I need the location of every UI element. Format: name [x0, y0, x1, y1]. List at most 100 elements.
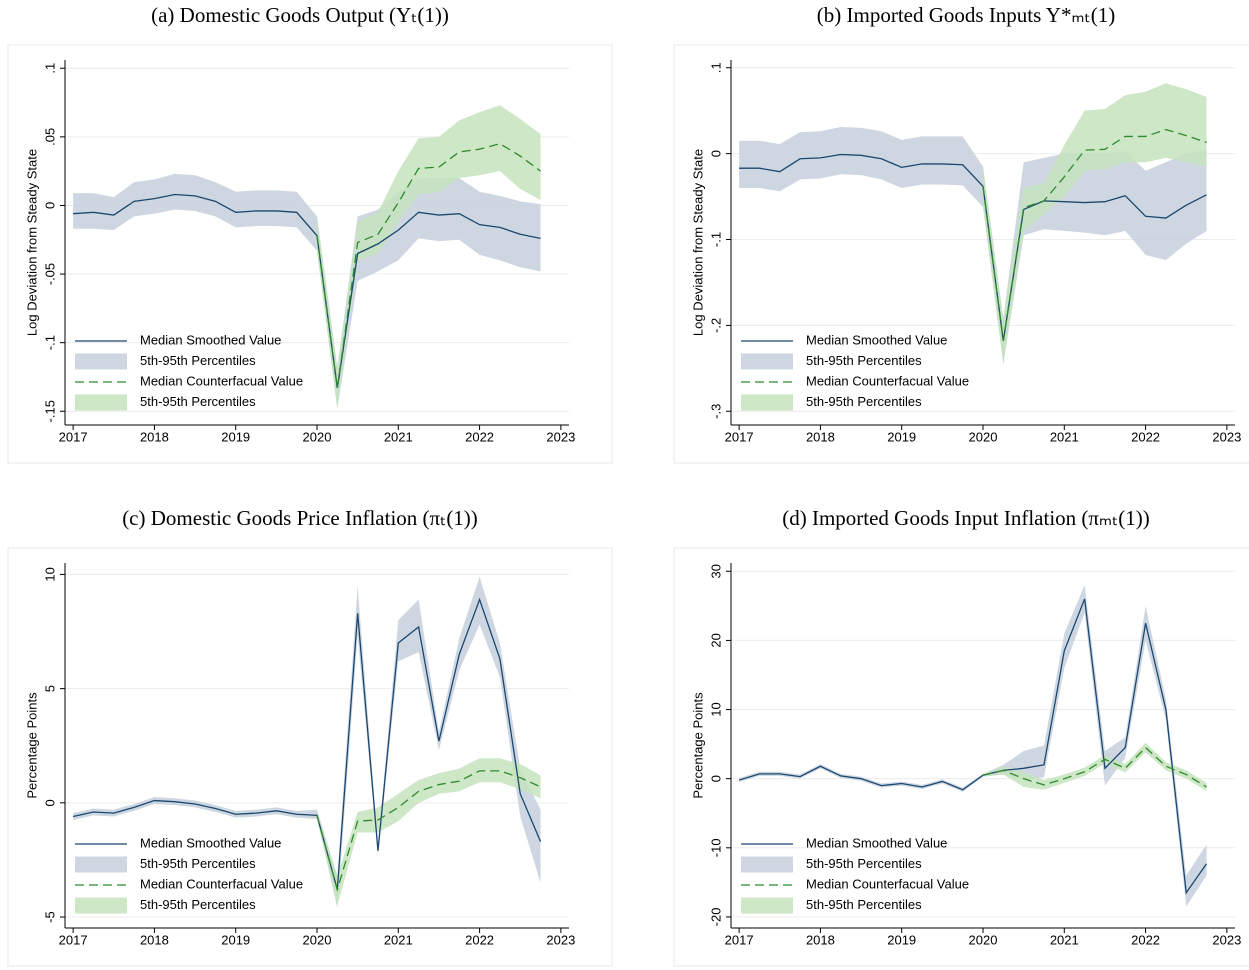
y-axis-title: Percentage Points	[690, 692, 705, 799]
x-tick-label: 2021	[1050, 932, 1079, 947]
panel: (a) Domestic Goods Output (Yₜ(1)) Log Dev…	[7, 3, 613, 464]
percentile-band	[739, 126, 1207, 365]
legend-swatch	[75, 394, 127, 411]
legend-label: Median Counterfacual Value	[806, 373, 969, 388]
y-tick-label: .05	[42, 128, 57, 146]
y-tick-label: -20	[708, 908, 723, 927]
legend-label: Median Counterfacual Value	[806, 876, 969, 891]
plot-region	[7, 547, 613, 967]
x-tick-label: 2023	[1212, 429, 1241, 444]
panel-title: (c) Domestic Goods Price Inflation (πₜ(1…	[122, 506, 478, 530]
x-tick-label: 2023	[1212, 932, 1241, 947]
legend-swatch	[75, 897, 127, 914]
x-tick-label: 2021	[1050, 429, 1079, 444]
x-tick-label: 2023	[546, 932, 575, 947]
x-tick-label: 2017	[59, 429, 88, 444]
x-tick-label: 2022	[1131, 429, 1160, 444]
y-tick-label: .1	[708, 62, 723, 73]
series-line	[316, 143, 541, 389]
legend-swatch	[741, 856, 793, 873]
legend-label: 5th-95th Percentiles	[140, 353, 256, 368]
y-tick-label: 0	[42, 799, 57, 806]
y-tick-label: 10	[42, 567, 57, 581]
y-tick-label: -.05	[42, 263, 57, 285]
x-tick-label: 2021	[384, 429, 413, 444]
panel-title: (b) Imported Goods Inputs Y*ₘₜ(1)	[817, 3, 1115, 27]
legend-label: 5th-95th Percentiles	[806, 353, 922, 368]
legend-swatch	[741, 897, 793, 914]
series-line	[982, 746, 1207, 788]
legend-label: Median Counterfacual Value	[140, 373, 303, 388]
x-tick-label: 2023	[546, 429, 575, 444]
y-tick-label: -.15	[42, 400, 57, 422]
y-axis-title: Percentage Points	[24, 692, 39, 799]
series-line	[739, 153, 1207, 341]
legend-label: Median Smoothed Value	[806, 332, 947, 347]
percentile-band	[739, 585, 1207, 907]
y-tick-label: 30	[708, 564, 723, 578]
legend-label: 5th-95th Percentiles	[140, 856, 256, 871]
series-line	[316, 770, 541, 892]
legend-label: 5th-95th Percentiles	[140, 394, 256, 409]
y-tick-label: -5	[42, 911, 57, 923]
legend-label: Median Smoothed Value	[140, 835, 281, 850]
x-tick-label: 2018	[140, 932, 169, 947]
legend-label: 5th-95th Percentiles	[140, 897, 256, 912]
x-tick-label: 2017	[59, 932, 88, 947]
y-axis-title: Log Deviation from Steady State	[690, 149, 705, 336]
x-tick-label: 2017	[725, 932, 754, 947]
percentile-band	[983, 83, 1207, 365]
y-axis-title: Log Deviation from Steady State	[24, 149, 39, 336]
percentile-band	[73, 173, 541, 409]
panel: (d) Imported Goods Input Inflation (πₘₜ(…	[673, 506, 1249, 967]
x-tick-label: 2018	[806, 932, 835, 947]
x-tick-label: 2022	[1131, 932, 1160, 947]
legend-label: 5th-95th Percentiles	[806, 394, 922, 409]
series-line	[982, 128, 1207, 341]
x-tick-label: 2022	[465, 932, 494, 947]
y-tick-label: 5	[42, 685, 57, 692]
x-tick-label: 2018	[806, 429, 835, 444]
panel-title: (d) Imported Goods Input Inflation (πₘₜ(…	[782, 506, 1150, 530]
legend-label: 5th-95th Percentiles	[806, 897, 922, 912]
x-tick-label: 2020	[303, 932, 332, 947]
panel-title: (a) Domestic Goods Output (Yₜ(1))	[151, 3, 449, 27]
x-tick-label: 2019	[221, 932, 250, 947]
x-tick-label: 2022	[465, 429, 494, 444]
y-tick-label: 0	[708, 150, 723, 157]
x-tick-label: 2019	[887, 429, 916, 444]
x-tick-label: 2019	[221, 429, 250, 444]
x-tick-label: 2018	[140, 429, 169, 444]
legend-label: Median Smoothed Value	[140, 332, 281, 347]
legend-label: Median Smoothed Value	[806, 835, 947, 850]
x-tick-label: 2020	[303, 429, 332, 444]
panel: (b) Imported Goods Inputs Y*ₘₜ(1) Log Dev…	[673, 3, 1249, 464]
y-tick-label: -.1	[708, 232, 723, 247]
x-tick-label: 2017	[725, 429, 754, 444]
y-tick-label: -10	[708, 838, 723, 857]
panel: (c) Domestic Goods Price Inflation (πₜ(1…	[7, 506, 613, 967]
legend-swatch	[75, 856, 127, 873]
x-tick-label: 2021	[384, 932, 413, 947]
series-line	[72, 597, 542, 890]
y-tick-label: -.2	[708, 318, 723, 333]
x-tick-label: 2020	[969, 932, 998, 947]
series-line	[738, 598, 1208, 895]
y-tick-label: .1	[42, 63, 57, 74]
y-tick-label: 10	[708, 702, 723, 716]
x-tick-label: 2020	[969, 429, 998, 444]
legend-swatch	[741, 394, 793, 411]
legend-label: 5th-95th Percentiles	[806, 856, 922, 871]
legend-swatch	[75, 353, 127, 370]
percentile-band	[73, 576, 541, 908]
percentile-band	[983, 742, 1207, 792]
y-tick-label: -.1	[42, 335, 57, 350]
legend-label: Median Counterfacual Value	[140, 876, 303, 891]
x-tick-label: 2019	[887, 932, 916, 947]
y-tick-label: 0	[42, 202, 57, 209]
legend-swatch	[741, 353, 793, 370]
y-tick-label: -.3	[708, 404, 723, 419]
y-tick-label: 20	[708, 633, 723, 647]
